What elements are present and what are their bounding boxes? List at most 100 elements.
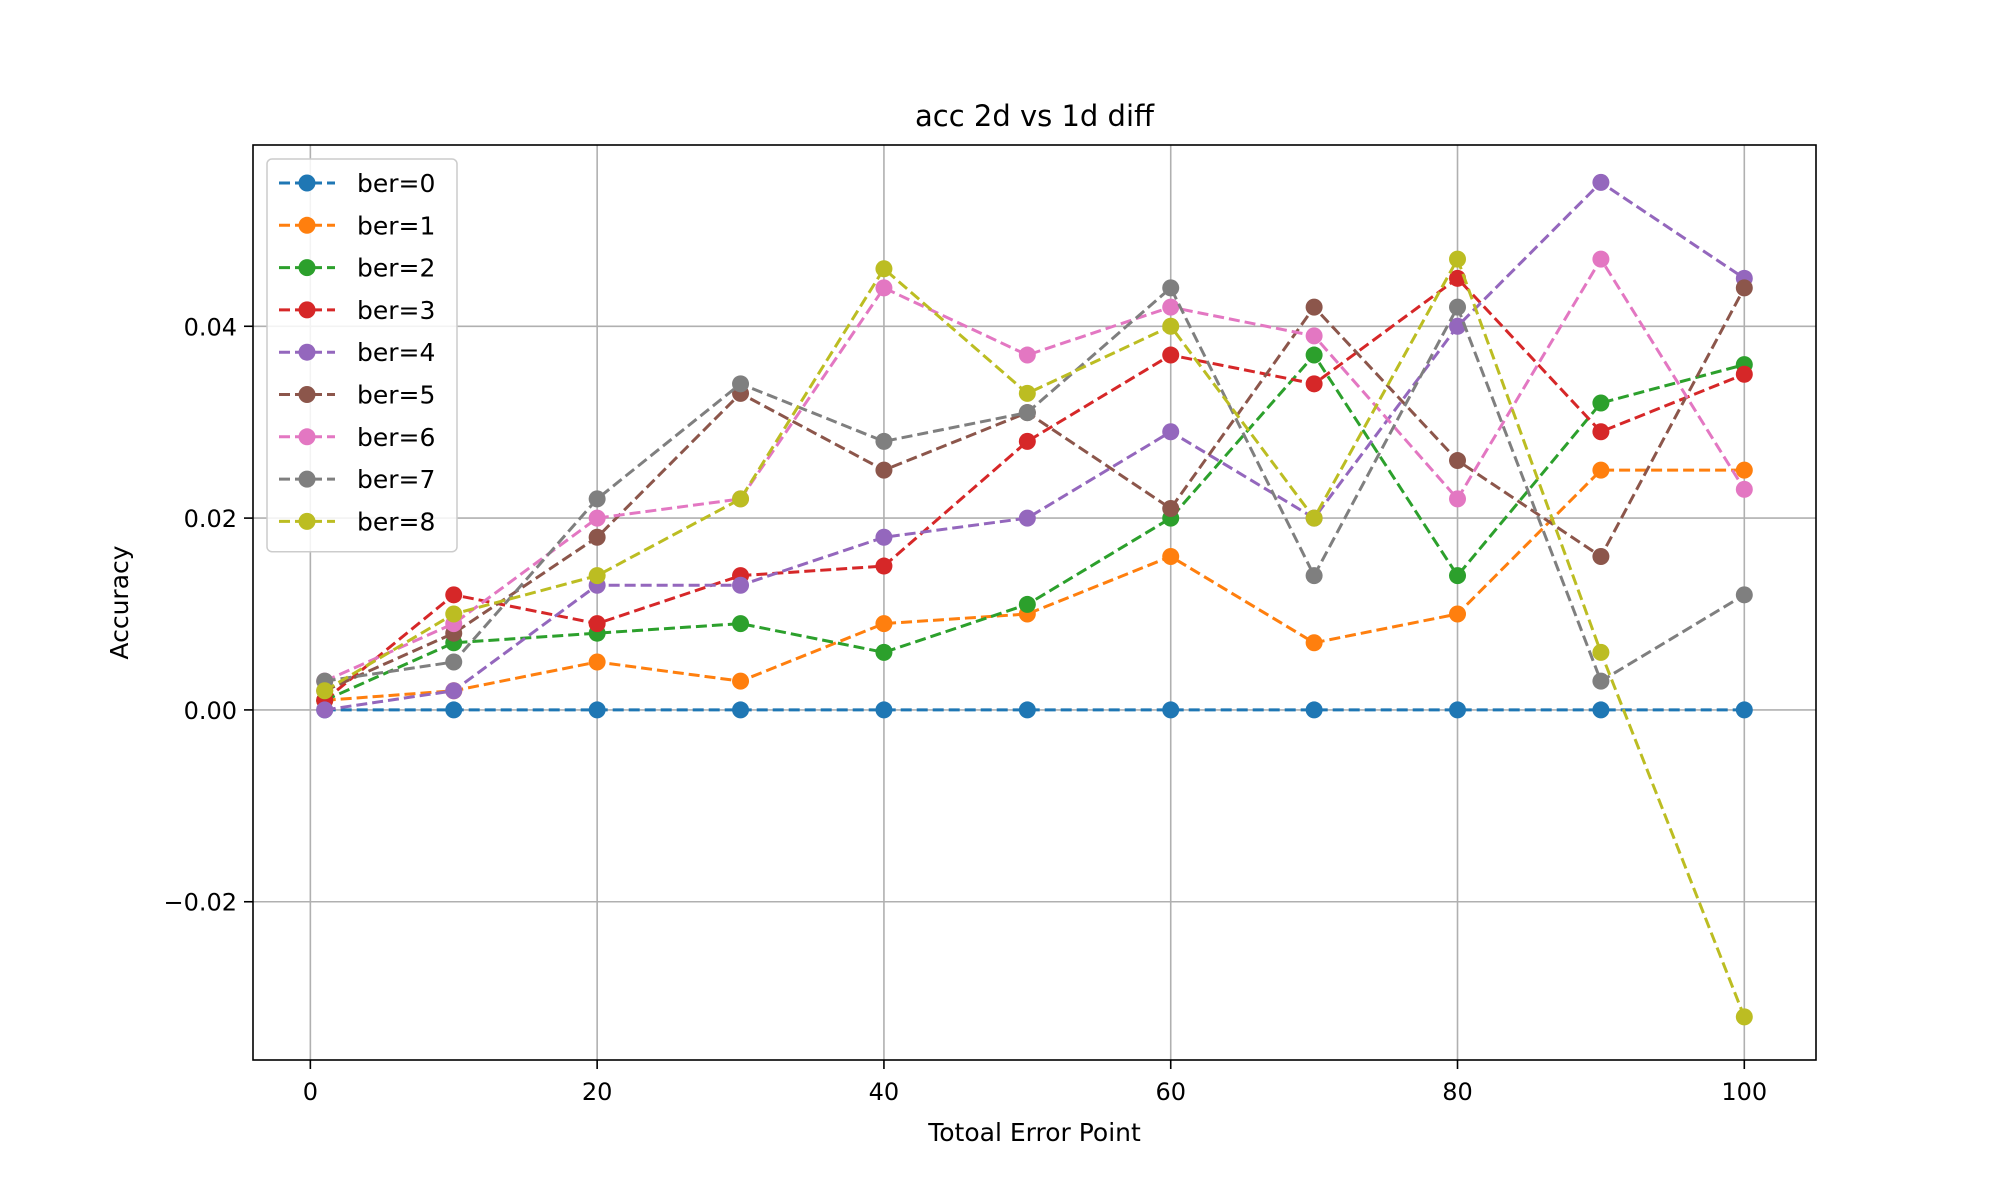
legend-item: ber=5 — [279, 381, 435, 410]
data-point — [1018, 384, 1036, 402]
legend-marker — [298, 174, 316, 192]
data-point — [875, 701, 893, 719]
data-point — [875, 279, 893, 297]
data-point — [875, 557, 893, 575]
x-axis-label: Totoal Error Point — [927, 1118, 1141, 1147]
data-point — [445, 605, 463, 623]
data-point — [1162, 500, 1180, 518]
data-point — [588, 490, 606, 508]
data-point — [1735, 701, 1753, 719]
x-tick-label: 60 — [1155, 1078, 1186, 1106]
data-point — [1018, 346, 1036, 364]
x-tick-label: 80 — [1442, 1078, 1473, 1106]
data-point — [732, 672, 750, 690]
data-point — [316, 701, 334, 719]
data-point — [1162, 547, 1180, 565]
data-point — [445, 701, 463, 719]
data-point — [588, 509, 606, 527]
data-point — [1305, 327, 1323, 345]
x-tick-label: 40 — [869, 1078, 900, 1106]
data-point — [732, 576, 750, 594]
legend-label: ber=3 — [357, 296, 435, 325]
data-point — [1305, 375, 1323, 393]
series-ber-2 — [316, 346, 1753, 709]
data-point — [1162, 317, 1180, 335]
legend-label: ber=7 — [357, 465, 435, 494]
data-point — [588, 653, 606, 671]
data-point — [1449, 701, 1467, 719]
data-point — [732, 490, 750, 508]
data-point — [1162, 701, 1180, 719]
data-point — [1162, 423, 1180, 441]
legend-marker — [298, 428, 316, 446]
y-tick-label: 0.04 — [184, 313, 237, 341]
y-tick-label: 0.00 — [184, 697, 237, 725]
data-point — [588, 567, 606, 585]
data-point — [1305, 346, 1323, 364]
data-point — [1449, 490, 1467, 508]
series-ber-8 — [316, 250, 1753, 1026]
data-point — [445, 653, 463, 671]
data-point — [1592, 547, 1610, 565]
legend-marker — [298, 470, 316, 488]
y-tick-label: −0.02 — [163, 889, 237, 917]
data-point — [1592, 461, 1610, 479]
data-point — [1449, 317, 1467, 335]
data-point — [875, 615, 893, 633]
legend-label: ber=1 — [357, 211, 435, 240]
data-point — [588, 528, 606, 546]
data-point — [1305, 701, 1323, 719]
data-point — [1305, 567, 1323, 585]
y-axis-label: Accuracy — [105, 545, 134, 659]
data-point — [1018, 595, 1036, 613]
data-point — [1449, 452, 1467, 470]
data-point — [316, 682, 334, 700]
data-point — [1592, 643, 1610, 661]
legend-item: ber=3 — [279, 296, 435, 325]
data-point — [1592, 701, 1610, 719]
data-point — [1305, 509, 1323, 527]
data-point — [1449, 269, 1467, 287]
data-point — [1305, 634, 1323, 652]
data-point — [1305, 298, 1323, 316]
legend-marker — [298, 512, 316, 530]
data-point — [732, 375, 750, 393]
data-point — [1735, 279, 1753, 297]
legend-label: ber=4 — [357, 338, 435, 367]
data-point — [732, 701, 750, 719]
plot-frame — [252, 144, 1817, 1061]
series-layer — [316, 173, 1753, 1026]
data-point — [1735, 365, 1753, 383]
series-line — [324, 468, 1745, 702]
legend-marker — [298, 386, 316, 403]
series-ber-3 — [316, 269, 1753, 709]
legend-marker — [298, 216, 316, 234]
series-line — [324, 180, 1746, 712]
legend-marker — [298, 343, 316, 361]
x-tick-label: 0 — [303, 1078, 318, 1106]
data-point — [588, 615, 606, 633]
legend-item: ber=0 — [279, 169, 435, 198]
legend-label: ber=5 — [357, 381, 435, 410]
data-point — [1592, 423, 1610, 441]
legend-label: ber=6 — [357, 423, 435, 452]
data-point — [875, 643, 893, 661]
legend-box — [266, 158, 458, 553]
data-point — [1162, 298, 1180, 316]
data-point — [1018, 432, 1036, 450]
data-point — [1449, 605, 1467, 623]
data-point — [445, 682, 463, 700]
data-point — [1018, 701, 1036, 719]
data-point — [1735, 1008, 1753, 1026]
y-tick-label: 0.02 — [184, 505, 237, 533]
legend: ber=0 ber=1 ber=2 ber=3 ber=4 ber=5 ber=6 ber=7… — [266, 158, 458, 553]
legend-label: ber=0 — [357, 169, 435, 198]
data-point — [1162, 346, 1180, 364]
data-point — [1735, 480, 1753, 498]
data-point — [875, 528, 893, 546]
data-point — [1592, 672, 1610, 690]
data-point — [1592, 173, 1610, 191]
legend-item: ber=4 — [279, 338, 435, 367]
